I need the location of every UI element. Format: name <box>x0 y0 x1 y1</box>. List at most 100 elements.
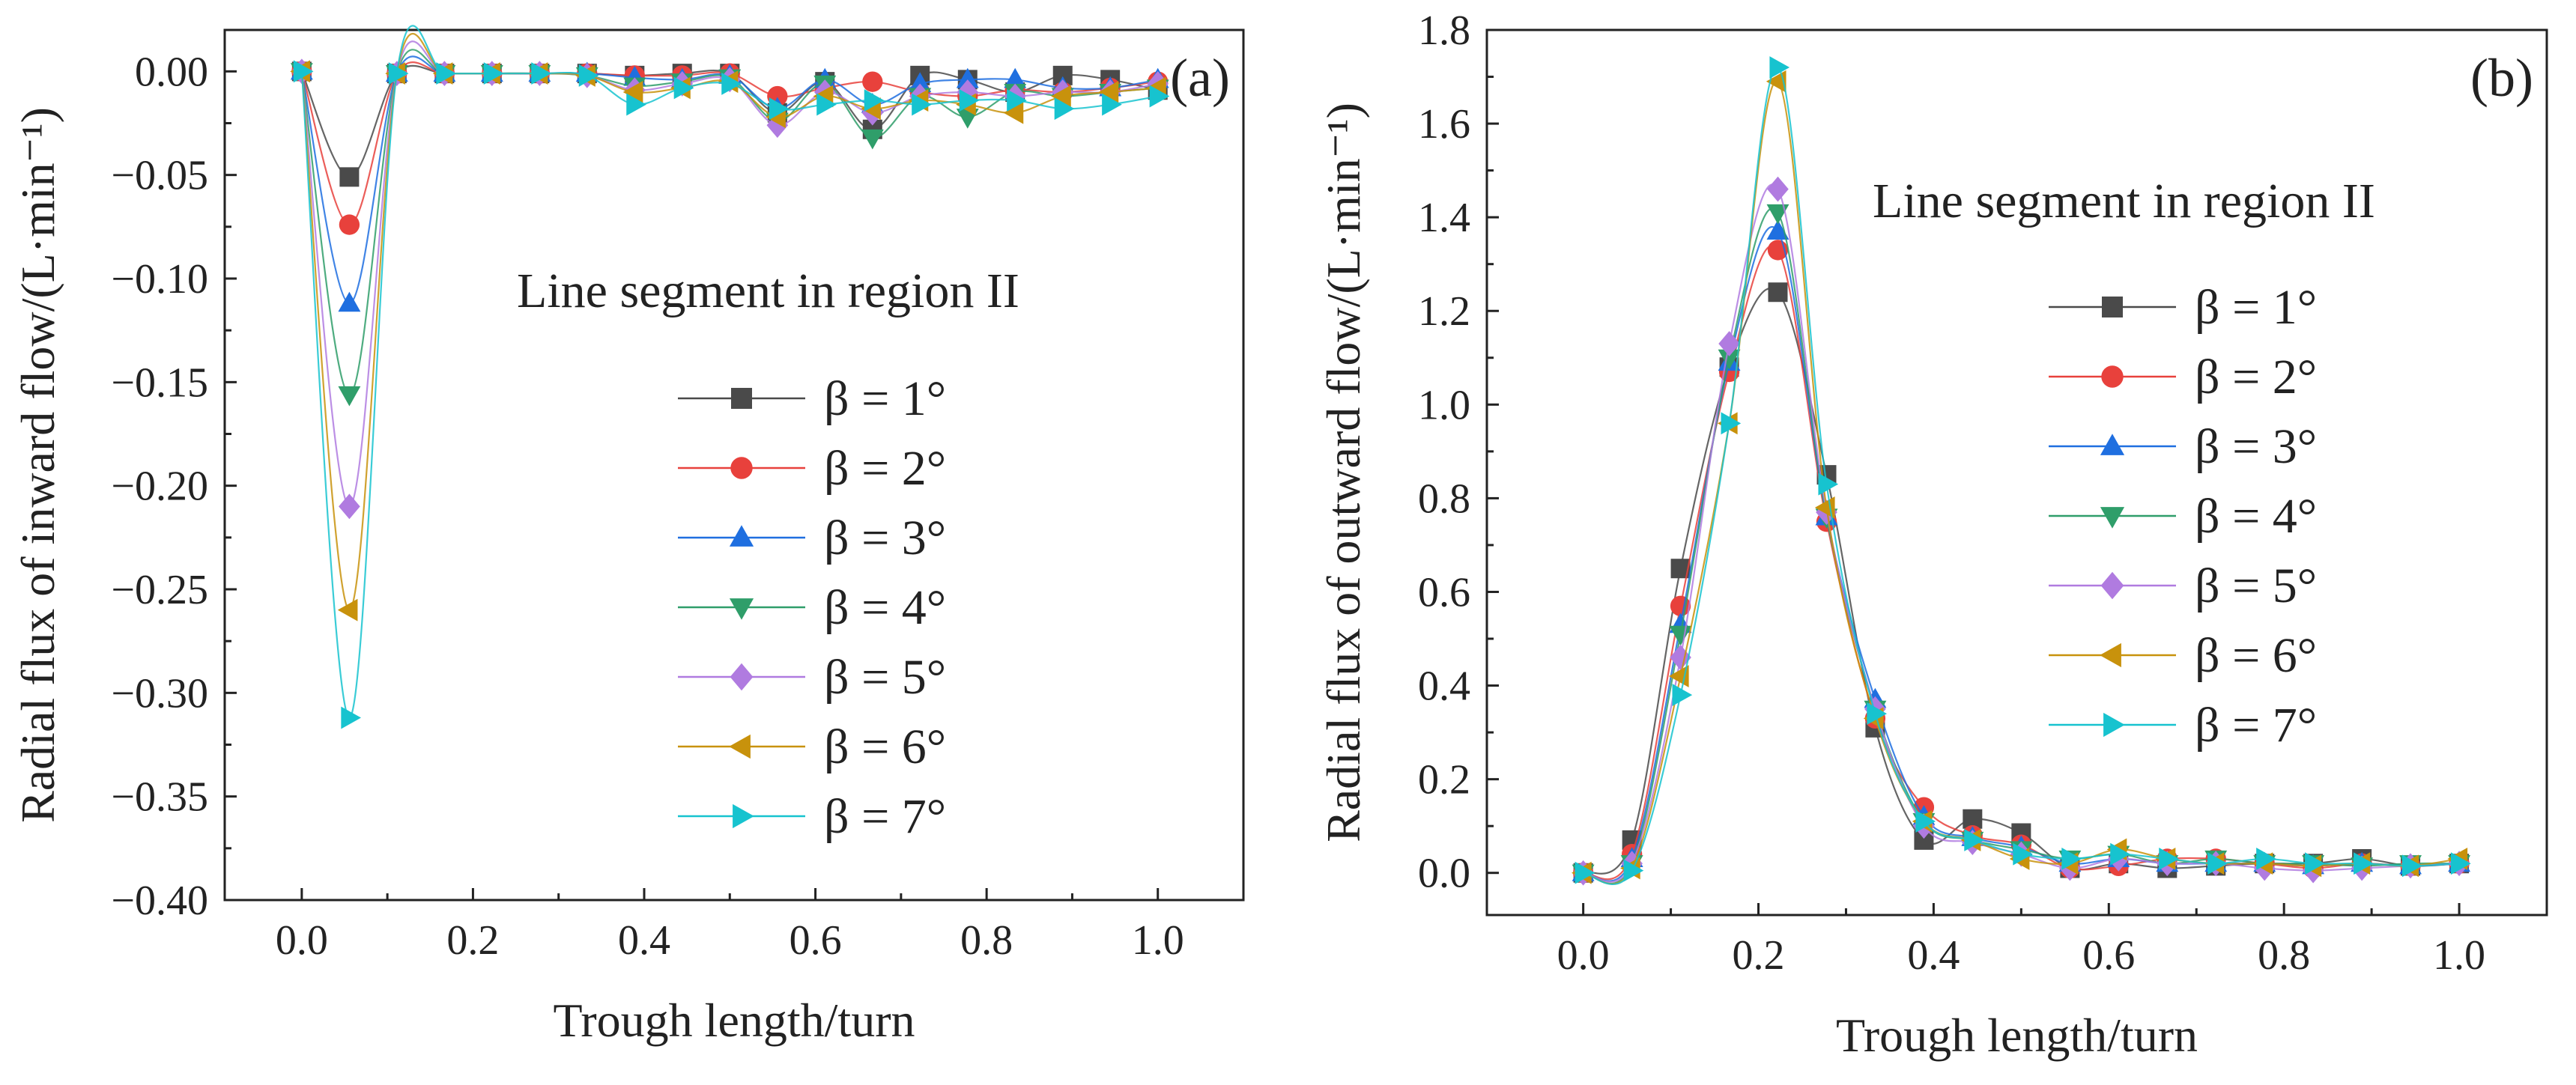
data-point <box>1051 85 1071 108</box>
data-point <box>1007 89 1027 112</box>
legend: Line segment in region II β = 1° β = 2° β =… <box>517 264 1019 844</box>
data-point <box>2207 852 2228 875</box>
data-point <box>864 89 885 112</box>
data-point <box>816 93 837 116</box>
series-beta-6 <box>290 33 1166 621</box>
data-point <box>341 706 361 729</box>
data-point <box>2354 852 2374 875</box>
data-point <box>721 72 742 95</box>
legend-label: β = 2° <box>2195 350 2317 404</box>
data-point <box>1575 861 1595 884</box>
data-point <box>1670 559 1691 579</box>
series-line <box>300 40 1158 508</box>
series-line <box>300 49 1158 396</box>
data-point <box>483 62 504 85</box>
data-point <box>2013 842 2033 866</box>
data-point <box>1623 859 1644 882</box>
series-beta-7 <box>293 25 1170 729</box>
data-point <box>2110 842 2130 866</box>
panel-label: (a) <box>1170 48 1230 108</box>
y-tick-label: 1.0 <box>1418 382 1470 428</box>
chart-panel-a: 0.0 0.2 0.4 0.6 0.8 1.0 0.00 −0.05 −0.10 −0.15 −0.… <box>11 25 1245 1047</box>
data-point <box>1098 81 1119 103</box>
x-tick-label: 1.0 <box>2433 932 2485 979</box>
data-point <box>1914 830 1934 850</box>
data-point <box>1867 702 1888 726</box>
series-beta-4 <box>1572 204 2471 885</box>
legend-label: β = 1° <box>824 371 946 426</box>
series-line <box>1583 183 2460 883</box>
legend-label: β = 3° <box>824 511 946 565</box>
y-axis-title: Radial flux of inward flow/(L·min⁻¹) <box>11 107 64 823</box>
series-line <box>1583 244 2460 881</box>
chart-panel-b: 0.0 0.2 0.4 0.6 0.8 1.0 0.0 0.2 0.4 0.6 0.8 1.0 1.2 1… <box>1317 7 2548 1062</box>
x-axis-title: Trough length/turn <box>1836 1009 2198 1062</box>
series-beta-1 <box>1573 282 2470 883</box>
legend-marker <box>733 803 754 829</box>
legend-label: β = 6° <box>824 720 946 774</box>
data-point <box>1766 219 1789 240</box>
data-point <box>912 93 932 116</box>
data-point <box>339 493 360 520</box>
data-point <box>1718 331 1740 356</box>
legend-marker <box>730 663 754 691</box>
data-point <box>862 71 883 92</box>
data-point <box>2159 848 2179 870</box>
legend: Line segment in region II β = 1° β = 2° β =… <box>1873 174 2375 753</box>
data-point <box>339 167 360 187</box>
legend-marker <box>2100 571 2124 600</box>
x-tick-label: 1.0 <box>1132 917 1184 964</box>
x-tick-label: 0.2 <box>1733 932 1785 979</box>
data-point <box>388 62 409 85</box>
y-tick-label: −0.35 <box>111 774 208 821</box>
data-point <box>338 291 361 312</box>
y-tick-label: 1.4 <box>1418 195 1470 241</box>
series-beta-2 <box>1572 240 2470 884</box>
y-axis-title: Radial flux of outward flow/(L·min⁻¹) <box>1317 103 1370 842</box>
legend-label: β = 4° <box>824 580 946 635</box>
y-tick-label: 1.6 <box>1418 101 1470 148</box>
legend-label: β = 5° <box>824 650 946 705</box>
legend-label: β = 1° <box>2195 280 2317 335</box>
legend-label: β = 7° <box>824 789 946 844</box>
legend-label: β = 7° <box>2195 698 2317 753</box>
legend-marker <box>730 457 753 479</box>
legend-label: β = 5° <box>2195 559 2317 613</box>
data-point <box>622 81 643 103</box>
y-tick-label: 0.6 <box>1418 569 1470 616</box>
data-point <box>1768 282 1788 303</box>
data-point <box>2305 852 2325 875</box>
y-tick-label: 0.4 <box>1418 663 1470 710</box>
data-point <box>959 89 980 112</box>
data-point <box>1052 65 1073 85</box>
data-point <box>673 76 694 100</box>
y-tick-label: −0.10 <box>111 256 208 303</box>
y-tick-label: −0.30 <box>111 670 208 717</box>
data-point <box>1004 67 1027 88</box>
data-point <box>1766 70 1786 93</box>
data-point <box>339 214 360 235</box>
data-point <box>436 62 456 85</box>
data-point <box>769 97 790 121</box>
data-point <box>909 72 932 92</box>
x-tick-label: 0.8 <box>960 917 1013 964</box>
data-point <box>337 598 358 621</box>
series-beta-7 <box>1575 56 2471 885</box>
data-point <box>1769 56 1790 79</box>
legend-marker <box>2103 712 2125 738</box>
series-line <box>300 25 1158 719</box>
y-tick-label: 0.0 <box>1418 851 1470 897</box>
data-point <box>293 60 314 83</box>
data-point <box>2061 848 2082 870</box>
legend-marker <box>729 525 754 547</box>
x-axis-title: Trough length/turn <box>554 994 915 1047</box>
legend-marker <box>2100 507 2125 529</box>
x-tick-label: 0.0 <box>1557 932 1610 979</box>
legend-marker <box>2100 434 2125 455</box>
x-tick-label: 0.6 <box>790 917 842 964</box>
plot-frame <box>1485 28 2548 917</box>
legend-label: β = 4° <box>2195 489 2317 544</box>
data-point <box>626 93 646 116</box>
x-tick-label: 0.4 <box>1907 932 1960 979</box>
